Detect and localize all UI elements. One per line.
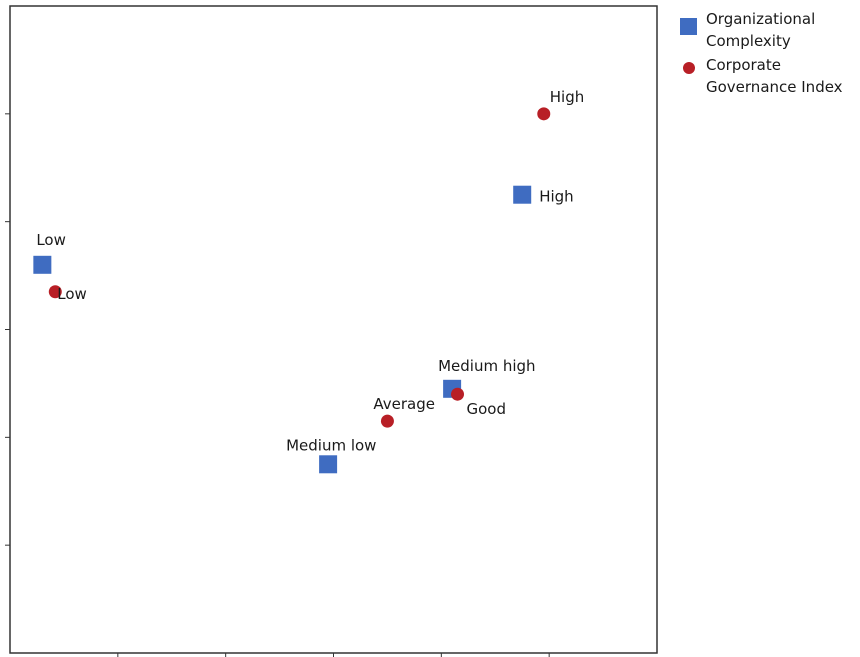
legend-label: Organizational Complexity xyxy=(706,10,816,50)
data-label: Low xyxy=(57,285,87,303)
data-point-square xyxy=(513,185,532,204)
data-point-circle xyxy=(451,387,465,401)
square-marker-icon xyxy=(680,18,697,35)
circle-marker-icon xyxy=(683,62,695,74)
data-label: Average xyxy=(373,395,435,413)
data-point-circle xyxy=(537,107,551,121)
data-label: High xyxy=(550,88,584,106)
data-label: Low xyxy=(36,231,66,249)
data-point-circle xyxy=(380,414,394,428)
legend-item-organizational-complexity: Organizational Complexity xyxy=(680,8,858,52)
data-label: High xyxy=(539,188,573,206)
data-point-square xyxy=(33,255,52,274)
data-point-square xyxy=(319,455,338,474)
legend-item-corporate-governance-index: Corporate Governance Index xyxy=(680,54,858,98)
data-label: Medium low xyxy=(286,436,376,454)
data-label: Good xyxy=(467,400,507,418)
data-label: Medium high xyxy=(438,357,535,375)
legend: Organizational Complexity Corporate Gove… xyxy=(680,8,858,100)
data-point-circle xyxy=(48,285,62,299)
legend-label: Corporate Governance Index xyxy=(706,56,843,96)
